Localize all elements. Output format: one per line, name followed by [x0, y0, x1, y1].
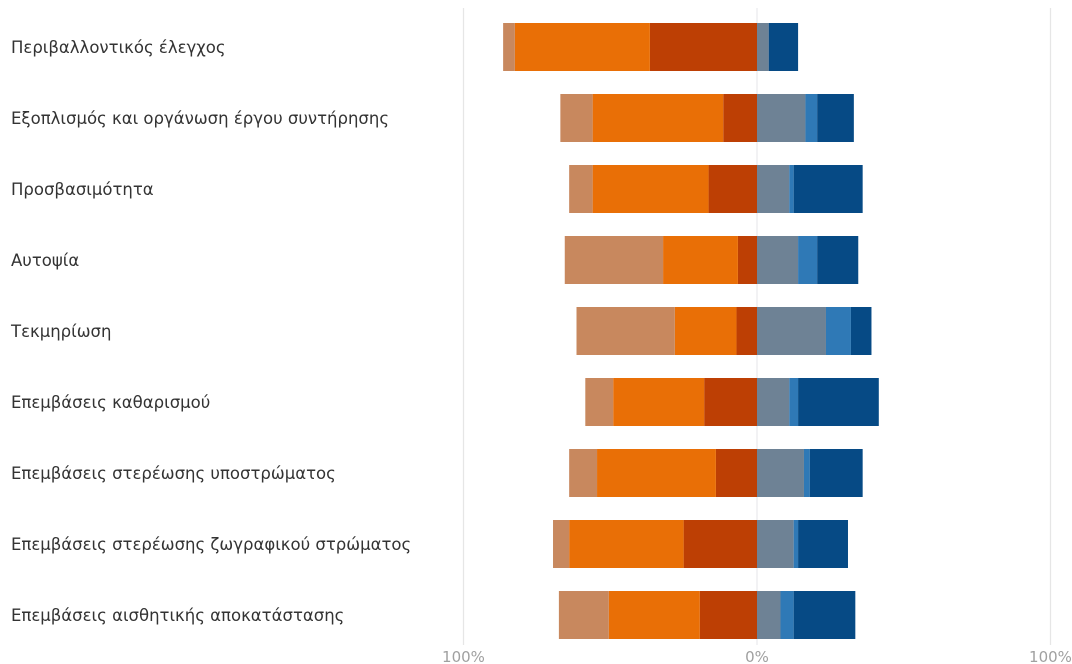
bar-segment-row7-s6: [809, 449, 863, 497]
x-tick-label: 100%: [1029, 648, 1072, 664]
bar-segment-row1-s1: [649, 23, 757, 71]
bar-segment-row9-s6: [793, 591, 856, 639]
bar-segment-row8-s4: [757, 520, 794, 568]
bar-segment-row6-s4: [757, 378, 790, 426]
bar-segment-row7-s5: [803, 449, 810, 497]
bar-segment-row5-s2: [674, 307, 737, 355]
bar-segment-row6-s6: [798, 378, 879, 426]
bar-segment-row3-s4: [757, 165, 790, 213]
bar-segment-row6-s5: [789, 378, 799, 426]
bar-segment-row1-s2: [514, 23, 650, 71]
bar-segment-row8-s2: [569, 520, 684, 568]
bar-segment-row6-s3: [585, 378, 614, 426]
bar-segment-row8-s3: [553, 520, 570, 568]
bar-segment-row5-s1: [736, 307, 757, 355]
bar-segment-row7-s3: [569, 449, 598, 497]
bar-segment-row2-s2: [592, 94, 724, 142]
bar-segment-row3-s2: [592, 165, 709, 213]
bar-segment-row9-s2: [608, 591, 700, 639]
bar-segment-row4-s1: [737, 236, 757, 284]
bar-segment-row5-s5: [825, 307, 851, 355]
category-label: Περιβαλλοντικός έλεγχος: [11, 38, 226, 57]
bar-segment-row2-s6: [817, 94, 854, 142]
category-label: Αυτοψία: [11, 251, 79, 270]
category-label: Επεμβάσεις αισθητικής αποκατάστασης: [11, 606, 344, 625]
bar-segment-row8-s1: [683, 520, 757, 568]
bar-segment-row2-s4: [757, 94, 806, 142]
bar-segment-row8-s5: [793, 520, 799, 568]
bar-segment-row7-s1: [715, 449, 757, 497]
x-axis-ticks: 100% 0% 100%: [442, 648, 1072, 664]
category-label: Επεμβάσεις στερέωσης υποστρώματος: [11, 464, 336, 483]
bars: [503, 23, 879, 639]
category-label: Επεμβάσεις καθαρισμού: [11, 393, 210, 412]
bar-segment-row4-s4: [757, 236, 799, 284]
bar-segment-row2-s3: [560, 94, 593, 142]
bar-segment-row3-s6: [793, 165, 863, 213]
bar-segment-row6-s1: [704, 378, 757, 426]
bar-segment-row4-s6: [817, 236, 859, 284]
x-tick-label: 0%: [745, 648, 769, 664]
bar-segment-row3-s5: [789, 165, 794, 213]
category-label: Τεκμηρίωση: [10, 322, 111, 341]
bar-segment-row3-s1: [708, 165, 757, 213]
bar-segment-row7-s4: [757, 449, 804, 497]
bar-segment-row2-s1: [723, 94, 757, 142]
bar-segment-row8-s6: [798, 520, 848, 568]
category-label: Εξοπλισμός και οργάνωση έργου συντήρησης: [11, 109, 389, 128]
bar-segment-row9-s4: [757, 591, 781, 639]
bar-segment-row4-s3: [564, 236, 664, 284]
bar-segment-row4-s2: [663, 236, 738, 284]
bar-segment-row2-s5: [805, 94, 818, 142]
bar-segment-row9-s5: [780, 591, 794, 639]
bar-segment-row7-s2: [597, 449, 716, 497]
bar-segment-row6-s2: [613, 378, 705, 426]
category-label: Επεμβάσεις στερέωσης ζωγραφικού στρώματο…: [11, 535, 411, 554]
bar-segment-row9-s3: [558, 591, 609, 639]
bar-segment-row5-s3: [576, 307, 675, 355]
bar-segment-row1-s4: [757, 23, 769, 71]
bar-segment-row3-s3: [569, 165, 593, 213]
category-labels: Περιβαλλοντικός έλεγχος Εξοπλισμός και ορ…: [10, 38, 411, 625]
bar-segment-row9-s1: [699, 591, 757, 639]
bar-segment-row1-s3: [503, 23, 515, 71]
bar-segment-row5-s4: [757, 307, 826, 355]
bar-segment-row4-s5: [798, 236, 818, 284]
category-label: Προσβασιμότητα: [11, 180, 154, 199]
x-tick-label: 100%: [442, 648, 485, 664]
bar-segment-row5-s6: [850, 307, 872, 355]
bar-segment-row1-s6: [768, 23, 799, 71]
